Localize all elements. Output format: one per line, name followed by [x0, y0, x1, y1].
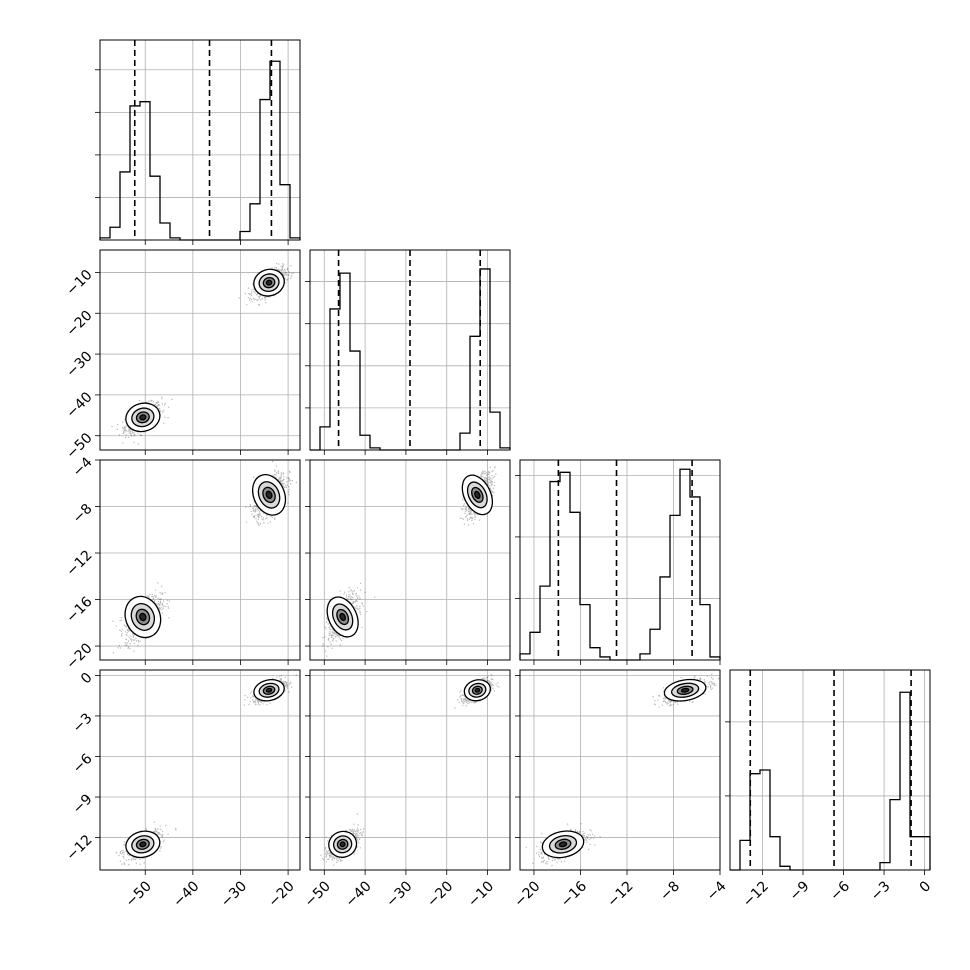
y-tick-label: −40 [63, 389, 95, 421]
scatter-panel-1-0: −50 −40 −30 −20 −10 [63, 249, 301, 462]
histogram-step [519, 468, 721, 661]
y-tick-label: 0 [78, 670, 96, 688]
scatter-panel-2-0: −20−16−12−8−4 [63, 454, 301, 673]
x-tick-label: −16 [558, 878, 590, 910]
scatter-panel-3-2: −20 −16 −12 −8 −4 [511, 669, 730, 911]
x-tick-label: −30 [383, 878, 415, 910]
y-tick-label: −9 [70, 791, 96, 817]
y-tick-label: −20 [63, 308, 95, 340]
histogram-step [99, 60, 301, 241]
x-tick-label: 0 [917, 878, 935, 896]
x-tick-label: −12 [604, 878, 636, 910]
density-contour [139, 841, 147, 848]
y-tick-label: −12 [63, 832, 95, 864]
panel-frame [519, 459, 721, 661]
panel-frame [309, 459, 511, 661]
x-tick-label: −10 [465, 878, 497, 910]
histogram-step [730, 691, 931, 871]
x-tick-label: −50 [123, 878, 155, 910]
panels: −50−40−30−20−10−20−16−12−8−4−50 −40 −30 −20… [63, 39, 935, 911]
histogram-panel-0 [95, 39, 301, 245]
y-tick-label: −6 [70, 751, 96, 777]
x-tick-label: −8 [657, 878, 683, 904]
density-contour [558, 841, 568, 848]
density-contour [139, 414, 147, 421]
density-contour [265, 279, 273, 286]
density-contour [265, 687, 273, 693]
density-contour [339, 841, 346, 848]
y-tick-label: −20 [63, 640, 95, 672]
density-contour [139, 612, 147, 622]
x-tick-label: −50 [302, 878, 334, 910]
x-tick-label: −30 [218, 878, 250, 910]
panel-frame [309, 669, 511, 871]
histogram-panel-1 [305, 249, 511, 455]
scatter-points [525, 673, 720, 867]
scatter-points [320, 673, 500, 866]
panel-frame [519, 669, 721, 871]
histogram-panel-2 [515, 459, 721, 665]
x-tick-label: −40 [170, 878, 202, 910]
panel-frame [729, 669, 931, 871]
density-contour [265, 490, 273, 500]
x-tick-label: −20 [266, 878, 298, 910]
scatter-panel-2-1 [305, 459, 511, 665]
density-contour [339, 612, 347, 622]
x-tick-label: −9 [787, 878, 813, 904]
scatter-points [115, 674, 297, 866]
panel-frame [99, 39, 301, 241]
panel-frame [99, 669, 301, 871]
panel-frame [99, 249, 301, 451]
y-tick-label: −3 [70, 710, 96, 736]
scatter-points [322, 466, 497, 657]
y-tick-label: −16 [63, 594, 95, 626]
x-tick-label: −20 [424, 878, 456, 910]
panel-frame [99, 459, 301, 661]
x-tick-label: −12 [740, 878, 772, 910]
y-tick-label: −8 [70, 501, 96, 527]
x-tick-label: −20 [511, 878, 543, 910]
y-tick-label: −12 [63, 547, 95, 579]
scatter-points [111, 262, 295, 445]
density-contour [474, 687, 481, 693]
density-contour [680, 687, 690, 693]
x-tick-label: −3 [868, 878, 894, 904]
x-tick-label: −4 [704, 878, 730, 904]
histogram-panel-3: −12 −9 −6 −3 0 [725, 669, 935, 911]
y-tick-label: −30 [63, 348, 95, 380]
density-contour [474, 490, 481, 499]
scatter-panel-3-1: −50 −40 −30 −20 −10 [302, 669, 511, 911]
x-tick-label: −40 [343, 878, 375, 910]
panel-frame [309, 249, 511, 451]
y-tick-label: −10 [63, 267, 95, 299]
y-tick-label: −50 [63, 430, 95, 462]
x-tick-label: −6 [827, 878, 853, 904]
scatter-panel-3-0: −50 −40 −30 −20−12−9−6−30 [63, 669, 301, 911]
scatter-points [112, 460, 297, 654]
